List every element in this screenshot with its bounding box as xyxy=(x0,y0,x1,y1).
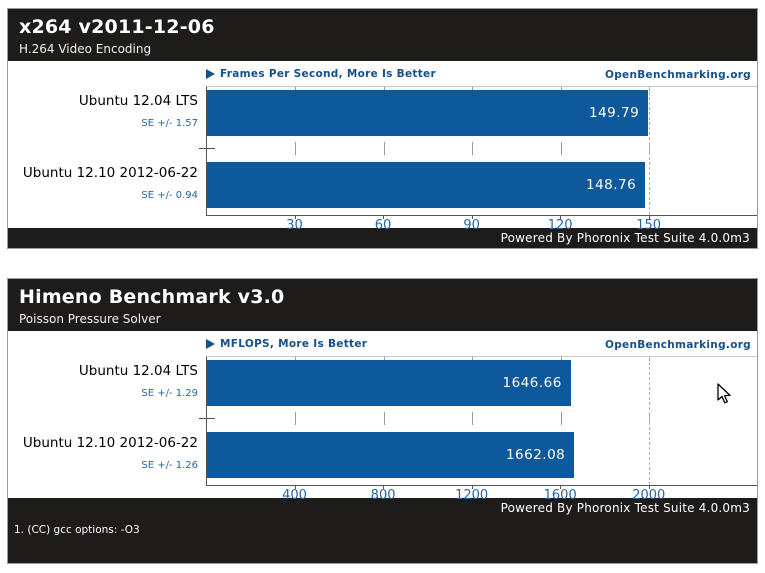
gridline-tick xyxy=(472,142,474,155)
gridline-tick xyxy=(383,357,385,361)
row-standard-error: SE +/- 0.94 xyxy=(141,190,198,201)
axis-tick xyxy=(294,215,296,219)
row-separator-tick xyxy=(199,148,215,149)
benchmark-chart-card: Himeno Benchmark v3.0 Poisson Pressure S… xyxy=(7,278,758,564)
meter-arrow-icon xyxy=(206,339,215,349)
axis-tick xyxy=(560,215,562,219)
powered-by-label: Powered By Phoronix Test Suite 4.0.0m3 xyxy=(500,231,750,245)
x-axis: 30 60 90 120 150 xyxy=(206,214,757,233)
axis-tick-label: 400 xyxy=(282,488,307,503)
chart-footer: Powered By Phoronix Test Suite 4.0.0m3 1… xyxy=(8,498,757,563)
chart-title: x264 v2011-12-06 xyxy=(19,16,215,38)
gridline-tick xyxy=(560,412,562,425)
axis-tick-label: 120 xyxy=(547,218,573,233)
gridline-tick xyxy=(472,357,474,361)
row-labels: Ubuntu 12.04 LTS SE +/- 1.57 Ubuntu 12.10 … xyxy=(8,86,198,214)
benchmark-chart-card: x264 v2011-12-06 H.264 Video Encoding Fr… xyxy=(7,8,758,249)
axis-tick-label: 2000 xyxy=(632,488,666,503)
row-label: Ubuntu 12.10 2012-06-22 SE +/- 0.94 xyxy=(23,161,198,207)
row-labels: Ubuntu 12.04 LTS SE +/- 1.29 Ubuntu 12.10 … xyxy=(8,356,198,484)
chart-footnote: 1. (CC) gcc options: -O3 xyxy=(14,524,140,536)
row-label: Ubuntu 12.04 LTS SE +/- 1.57 xyxy=(79,89,198,135)
meter-label: Frames Per Second, More Is Better xyxy=(220,68,436,80)
x-axis: 400 800 1200 1600 2000 xyxy=(206,484,757,503)
result-bar: 149.79 xyxy=(207,90,649,136)
axis-tick-label: 800 xyxy=(370,488,396,503)
axis-tick xyxy=(560,485,562,489)
max-value-dashed-line xyxy=(648,357,650,485)
row-category-name: Ubuntu 12.04 LTS xyxy=(78,363,198,379)
plot-area: 1646.66 1662.08 xyxy=(199,356,757,486)
axis-tick xyxy=(471,215,473,219)
chart-subtitle: H.264 Video Encoding xyxy=(19,42,152,56)
axis-tick-label: 30 xyxy=(286,218,303,233)
gridline-tick xyxy=(295,412,297,425)
result-bar: 1646.66 xyxy=(207,360,571,406)
gridline-tick xyxy=(472,87,474,91)
powered-by-label: Powered By Phoronix Test Suite 4.0.0m3 xyxy=(500,501,750,515)
axis-tick xyxy=(294,485,296,489)
plot-area: 149.79 148.76 xyxy=(199,86,757,216)
row-category-name: Ubuntu 12.10 2012-06-22 xyxy=(22,435,198,451)
axis-tick-label: 1200 xyxy=(455,488,489,503)
gridline-tick xyxy=(560,87,562,91)
row-standard-error: SE +/- 1.57 xyxy=(141,118,198,129)
openbenchmarking-watermark: OpenBenchmarking.org xyxy=(604,339,751,351)
chart-header: x264 v2011-12-06 H.264 Video Encoding xyxy=(8,9,757,61)
gridline-tick xyxy=(295,357,297,361)
max-value-dashed-line xyxy=(648,87,650,215)
row-category-name: Ubuntu 12.04 LTS xyxy=(78,93,198,109)
axis-tick xyxy=(383,215,385,219)
row-standard-error: SE +/- 1.26 xyxy=(141,460,198,471)
meter-label-row: Frames Per Second, More Is Better xyxy=(206,68,436,80)
row-category-name: Ubuntu 12.10 2012-06-22 xyxy=(22,165,198,181)
gridline-tick xyxy=(560,142,562,155)
axis-tick-label: 90 xyxy=(463,218,480,233)
axis-tick xyxy=(383,485,385,489)
chart-subtitle: Poisson Pressure Solver xyxy=(19,312,161,326)
row-standard-error: SE +/- 1.29 xyxy=(141,388,198,399)
axis-tick-label: 1600 xyxy=(543,488,577,503)
gridline-tick xyxy=(295,142,297,155)
gridline-tick xyxy=(383,87,385,91)
axis-tick xyxy=(648,485,650,489)
meter-label: MFLOPS, More Is Better xyxy=(220,338,368,350)
axis-tick xyxy=(648,215,650,219)
meter-arrow-icon xyxy=(206,69,215,79)
openbenchmarking-watermark: OpenBenchmarking.org xyxy=(604,69,751,81)
chart-header: Himeno Benchmark v3.0 Poisson Pressure S… xyxy=(8,279,757,331)
gridline-tick xyxy=(383,412,385,425)
row-separator-tick xyxy=(199,418,215,419)
axis-tick xyxy=(471,485,473,489)
axis-tick-label: 150 xyxy=(636,218,662,233)
row-label: Ubuntu 12.04 LTS SE +/- 1.29 xyxy=(79,359,198,405)
gridline-tick xyxy=(383,142,385,155)
chart-body: MFLOPS, More Is Better OpenBenchmarking.… xyxy=(8,331,757,503)
chart-title: Himeno Benchmark v3.0 xyxy=(19,286,285,308)
chart-body: Frames Per Second, More Is Better OpenBe… xyxy=(8,61,757,233)
meter-label-row: MFLOPS, More Is Better xyxy=(206,338,367,350)
result-bar: 1662.08 xyxy=(207,432,575,478)
gridline-tick xyxy=(295,87,297,91)
gridline-tick xyxy=(560,357,562,361)
result-bar: 148.76 xyxy=(207,162,646,208)
row-label: Ubuntu 12.10 2012-06-22 SE +/- 1.26 xyxy=(23,431,198,477)
axis-tick-label: 60 xyxy=(374,218,392,233)
gridline-tick xyxy=(472,412,474,425)
mouse-cursor-icon xyxy=(717,383,731,404)
chart-footer: Powered By Phoronix Test Suite 4.0.0m3 xyxy=(8,228,757,248)
